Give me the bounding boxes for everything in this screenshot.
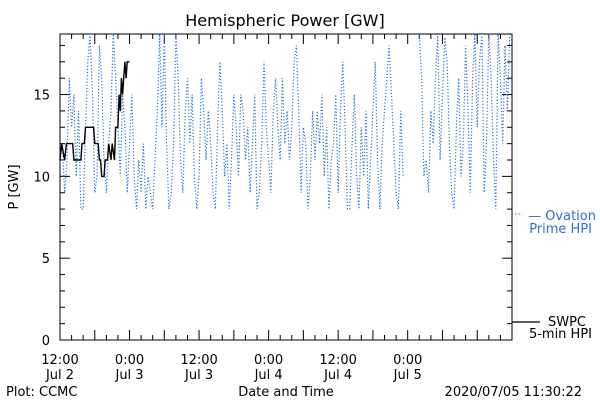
legend-swpc-line2: 5-min HPI bbox=[529, 327, 592, 342]
x-tick-label-date: Jul 3 bbox=[114, 368, 143, 383]
y-axis-label: P [GW] bbox=[7, 164, 22, 209]
x-tick-label-time: 0:00 bbox=[254, 353, 283, 368]
x-tick-label-time: 12:00 bbox=[319, 353, 356, 368]
y-tick-label: 0 bbox=[42, 334, 50, 349]
x-tick-label-date: Jul 4 bbox=[323, 368, 352, 383]
y-tick-label: 5 bbox=[42, 252, 50, 267]
legend: — Ovation Prime HPI SWPC 5-min HPI bbox=[512, 209, 596, 342]
plot-frame bbox=[59, 33, 513, 341]
x-tick-label-time: 12:00 bbox=[41, 353, 78, 368]
x-tick-label-time: 0:00 bbox=[393, 353, 422, 368]
y-tick-label: 10 bbox=[33, 170, 50, 185]
x-tick-label-date: Jul 5 bbox=[393, 368, 422, 383]
series-layer bbox=[59, 33, 512, 210]
ovation-hpi-series bbox=[59, 33, 404, 210]
y-tick-label: 15 bbox=[33, 89, 50, 104]
plot-timestamp: 2020/07/05 11:30:22 bbox=[445, 385, 582, 400]
y-axis: 0 5 10 15 bbox=[33, 44, 512, 349]
x-tick-label-date: Jul 3 bbox=[184, 368, 213, 383]
x-tick-label-time: 0:00 bbox=[115, 353, 144, 368]
plot-credit: Plot: CCMC bbox=[6, 385, 77, 400]
chart-title: Hemispheric Power [GW] bbox=[185, 11, 384, 30]
legend-ovation-line2: Prime HPI bbox=[529, 222, 592, 237]
x-tick-label-date: Jul 4 bbox=[254, 368, 283, 383]
swpc-hpi-series bbox=[59, 61, 130, 178]
x-axis-label: Date and Time bbox=[238, 385, 334, 400]
x-tick-label-time: 12:00 bbox=[180, 353, 217, 368]
ovation-hpi-series bbox=[418, 33, 512, 210]
legend-ovation-line1: — Ovation bbox=[528, 209, 596, 224]
legend-swpc-line1: SWPC bbox=[548, 315, 586, 330]
x-tick-label-date: Jul 2 bbox=[45, 368, 74, 383]
